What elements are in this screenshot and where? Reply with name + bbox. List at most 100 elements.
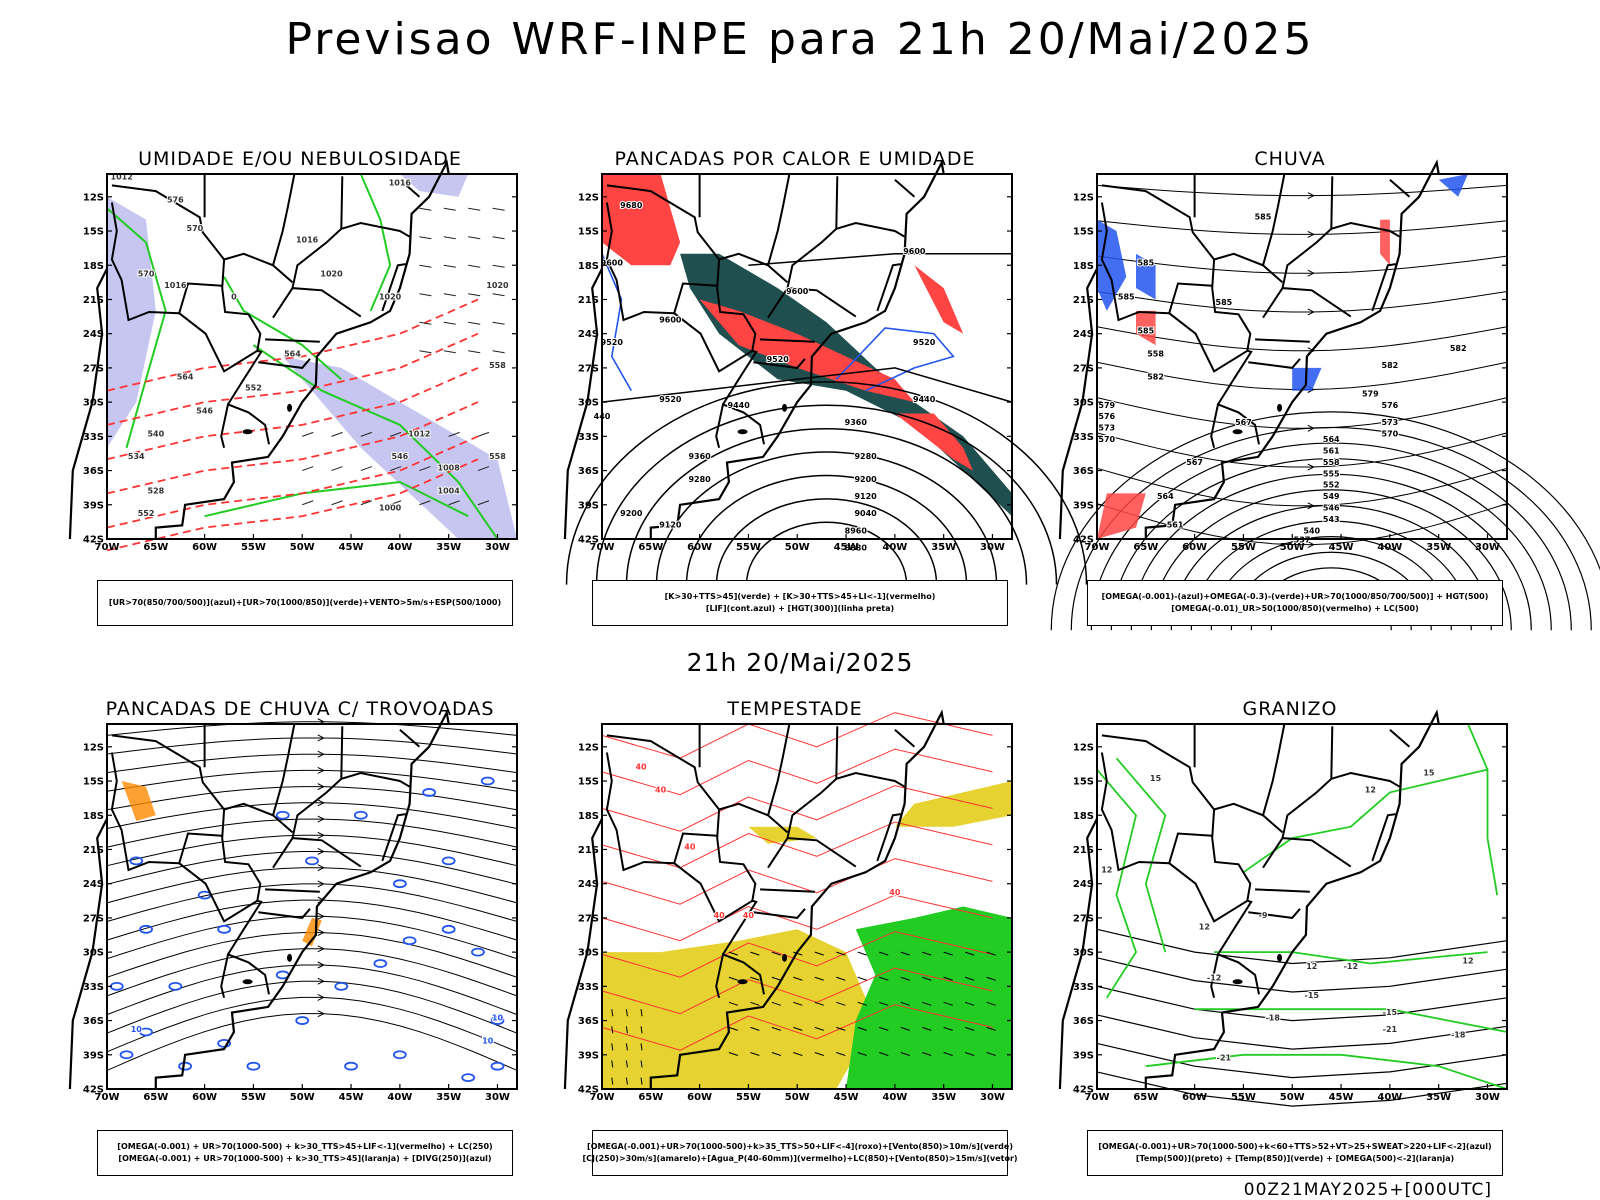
lagoon	[287, 953, 293, 962]
legend-line: [UR>70(850/700/500)](azul)+[UR>70(1000/8…	[108, 598, 502, 607]
lat-tick-label: 30S	[83, 398, 104, 409]
isoline	[1150, 489, 1512, 631]
lat-tick-label: 42S	[578, 535, 599, 546]
flow-arrow	[317, 750, 325, 758]
state-border	[381, 813, 406, 862]
lat-tick-label: 36S	[578, 466, 599, 477]
wind-vector	[900, 976, 910, 981]
state-border	[272, 837, 362, 869]
wind-vector	[728, 1052, 739, 1056]
temp850-contour	[1214, 951, 1488, 965]
contour-label: 579	[1362, 389, 1379, 398]
lat-tick-label: 33S	[578, 982, 599, 993]
lon-tick-label: 45W	[834, 542, 859, 553]
lat-tick-label: 18S	[1073, 811, 1094, 822]
lat-tick-label: 42S	[1073, 1085, 1094, 1096]
contour-label: 10	[492, 1014, 504, 1023]
wind-vector	[389, 466, 402, 472]
temp500-contour	[1096, 1014, 1508, 1050]
lon-tick-label: 30W	[1475, 1092, 1500, 1103]
state-border	[767, 837, 857, 869]
lon-tick-label: 50W	[1280, 542, 1305, 553]
lagoon	[782, 403, 788, 412]
divergence-cell	[441, 924, 456, 934]
lon-tick-label: 30W	[980, 1092, 1005, 1103]
thickness-contour	[106, 367, 479, 461]
contour-label: 561	[1323, 446, 1340, 455]
legend-box: [UR>70(850/700/500)](azul)+[UR>70(1000/8…	[97, 580, 513, 626]
state-border	[1213, 252, 1284, 284]
lat-tick-label: 21S	[578, 295, 599, 306]
contour-label: 1012	[111, 173, 133, 182]
water-vapor-contour	[601, 967, 993, 1015]
wind-vector	[771, 1001, 782, 1006]
state-border	[272, 723, 296, 816]
lagoon	[782, 953, 788, 962]
lat-tick-label: 30S	[578, 398, 599, 409]
state-border	[272, 287, 362, 319]
wind-vector	[793, 976, 803, 981]
coastline-pacific	[68, 268, 108, 540]
height-contour	[601, 367, 1013, 403]
water-vapor-contour	[601, 785, 993, 832]
lat-tick-label: 15S	[83, 227, 104, 238]
state-border	[1210, 953, 1260, 999]
wind-vector	[640, 1077, 643, 1085]
contour-label: 540	[147, 429, 164, 438]
streamline	[1096, 291, 1508, 313]
legend-box: [OMEGA(-0.001)+UR>70(1000-500)+k<60+TTS>…	[1087, 1130, 1503, 1176]
coastline-pacific	[1058, 818, 1098, 1090]
flow-arrow	[317, 815, 325, 823]
humidity-low-contour	[223, 276, 342, 381]
divergence-cell	[295, 1016, 310, 1025]
state-border	[265, 888, 320, 893]
wind-vector	[814, 1026, 824, 1031]
lon-tick-label: 45W	[834, 1092, 859, 1103]
state-border	[1168, 282, 1248, 373]
state-border	[1100, 202, 1170, 322]
lat-tick-label: 36S	[1073, 466, 1094, 477]
lat-tick-label: 39S	[578, 1050, 599, 1061]
lat-tick-label: 12S	[1073, 192, 1094, 203]
lat-tick-label: 33S	[578, 432, 599, 443]
wind-vector	[302, 431, 314, 437]
map-tempestade: 40 40 40 40 40 40 12S 15S 18S 21S 24S 27S 30S 33S 36S 3…	[563, 709, 1013, 1103]
coastline-pacific	[563, 818, 603, 1090]
lon-tick-label: 55W	[241, 1092, 266, 1103]
thickness-contour	[106, 435, 479, 529]
lon-tick-label: 65W	[143, 542, 168, 553]
lon-tick-label: 30W	[980, 542, 1005, 553]
plot-frame	[106, 173, 518, 540]
wind-vector	[443, 207, 456, 211]
lon-tick-label: 50W	[785, 542, 810, 553]
land-boundaries	[68, 709, 450, 1090]
flow-arrow	[317, 912, 325, 920]
flow-arrow	[317, 864, 325, 872]
contour-label: 9520	[767, 355, 790, 364]
wind-vector	[448, 466, 460, 472]
legend-line: [CJ(250)>30m/s](amarelo)+[Agua_P(40-60mm…	[582, 1154, 1018, 1163]
wind-vector	[793, 1052, 803, 1056]
state-border	[1213, 802, 1284, 834]
coastline-atlantic	[154, 159, 450, 539]
state-border	[111, 734, 225, 811]
panel-title: CHUVA	[1254, 148, 1326, 170]
wind-vector	[389, 500, 402, 506]
lon-tick-label: 70W	[1085, 1092, 1110, 1103]
jet-yellow-fill	[602, 929, 876, 1089]
divergence-cell	[480, 776, 495, 786]
wind-vectors	[419, 207, 505, 354]
isoline	[1090, 442, 1572, 631]
wind-vector	[922, 1001, 932, 1006]
wind-vector	[836, 976, 846, 981]
omega-red-fill	[1380, 219, 1390, 266]
streamline	[106, 834, 518, 867]
plot-frame	[1096, 173, 1508, 540]
omega-red-fill	[1136, 310, 1156, 346]
temp500-contour	[1096, 1071, 1508, 1107]
contour-label: -18	[1451, 1031, 1466, 1040]
lon-tick-label: 65W	[638, 542, 663, 553]
divergence-cell	[168, 981, 183, 991]
wind-vector	[419, 236, 432, 240]
legend-line: [LIF](cont.azul) + [HGT(300)](linha pret…	[705, 604, 895, 613]
